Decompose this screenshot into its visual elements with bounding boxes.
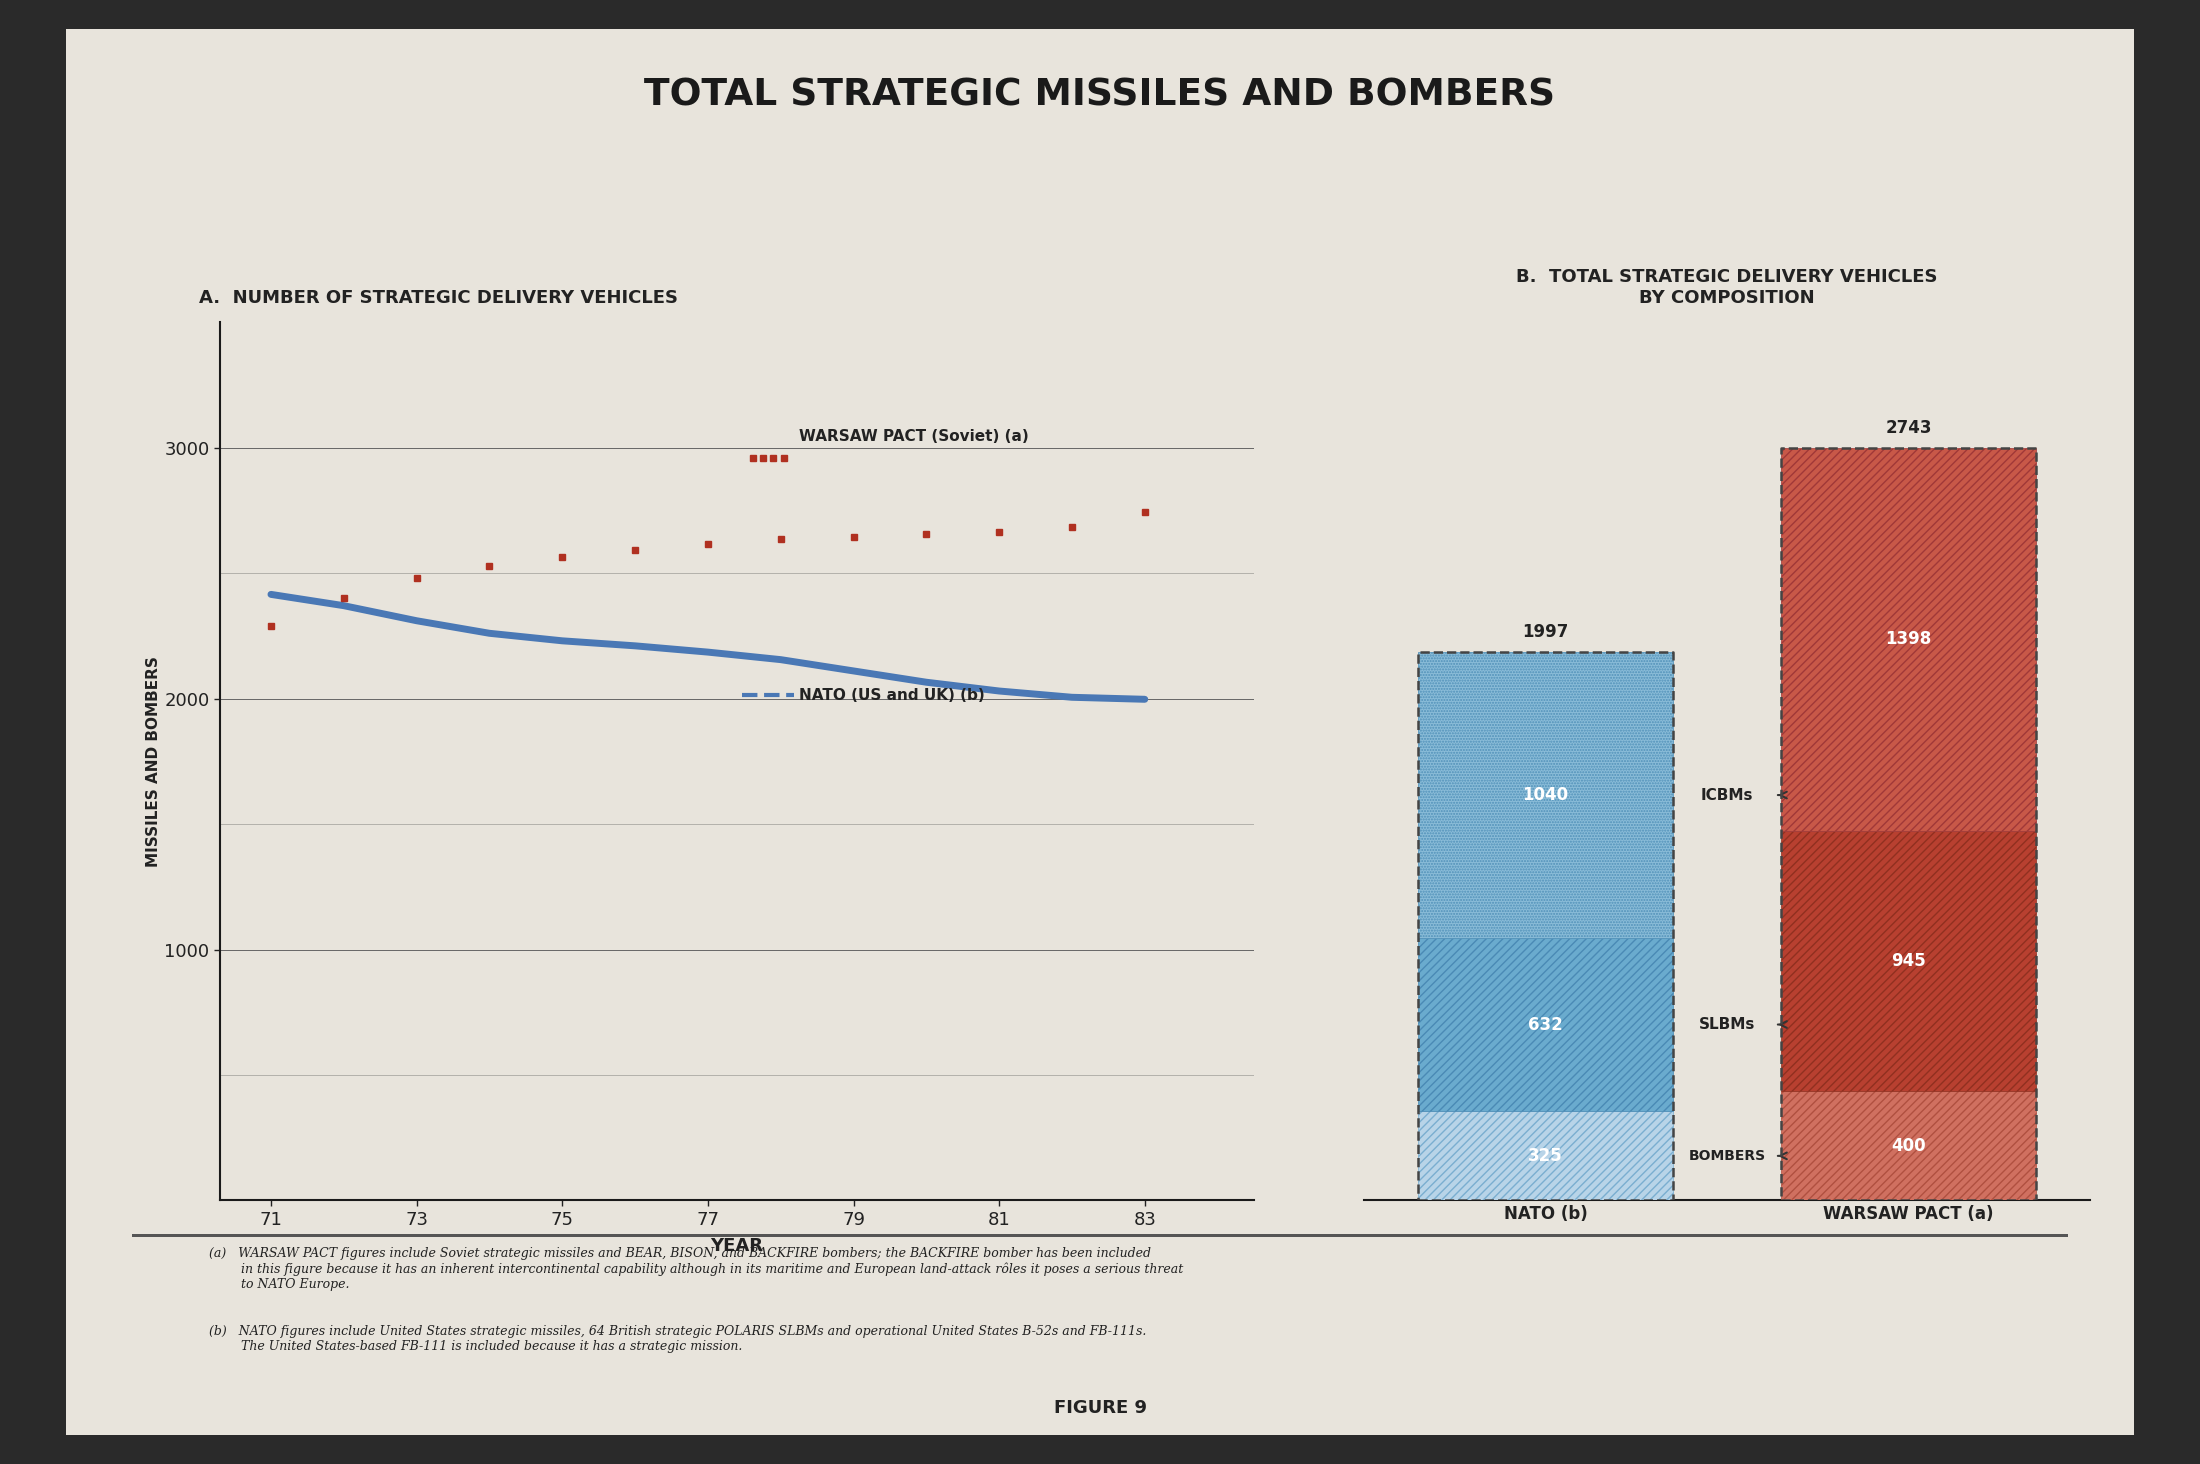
Text: 400: 400 [1892, 1136, 1925, 1155]
Bar [1782, 832, 2035, 1091]
Text: 1997: 1997 [1522, 624, 1569, 641]
Text: BOMBERS: BOMBERS [1687, 1149, 1767, 1162]
Text: NATO (US and UK) (b): NATO (US and UK) (b) [799, 688, 986, 703]
Text: FIGURE 9: FIGURE 9 [1054, 1400, 1146, 1417]
X-axis label: YEAR: YEAR [711, 1237, 763, 1255]
Text: (b)   NATO figures include United States strategic missiles, 64 British strategi: (b) NATO figures include United States s… [209, 1325, 1146, 1353]
Text: 1040: 1040 [1522, 786, 1569, 804]
Text: WARSAW PACT (Soviet) (a): WARSAW PACT (Soviet) (a) [799, 429, 1030, 444]
Text: 1398: 1398 [1885, 631, 1932, 649]
Bar [1419, 1111, 1672, 1200]
Text: TOTAL STRATEGIC MISSILES AND BOMBERS: TOTAL STRATEGIC MISSILES AND BOMBERS [645, 78, 1555, 113]
Bar [1782, 448, 2035, 832]
Text: 325: 325 [1529, 1146, 1562, 1165]
Bar [1419, 938, 1672, 1111]
Text: ICBMs: ICBMs [1701, 788, 1753, 802]
Text: SLBMs: SLBMs [1698, 1017, 1756, 1032]
Bar [1419, 653, 1672, 938]
Title: B.  TOTAL STRATEGIC DELIVERY VEHICLES
BY COMPOSITION: B. TOTAL STRATEGIC DELIVERY VEHICLES BY … [1516, 268, 1938, 306]
Bar [1782, 1091, 2035, 1200]
Text: A.  NUMBER OF STRATEGIC DELIVERY VEHICLES: A. NUMBER OF STRATEGIC DELIVERY VEHICLES [200, 288, 678, 306]
Y-axis label: MISSILES AND BOMBERS: MISSILES AND BOMBERS [145, 656, 161, 867]
Text: 632: 632 [1529, 1016, 1562, 1034]
Text: (a)   WARSAW PACT figures include Soviet strategic missiles and BEAR, BISON, and: (a) WARSAW PACT figures include Soviet s… [209, 1247, 1184, 1291]
Text: 945: 945 [1892, 952, 1925, 971]
Text: 2743: 2743 [1885, 419, 1932, 436]
